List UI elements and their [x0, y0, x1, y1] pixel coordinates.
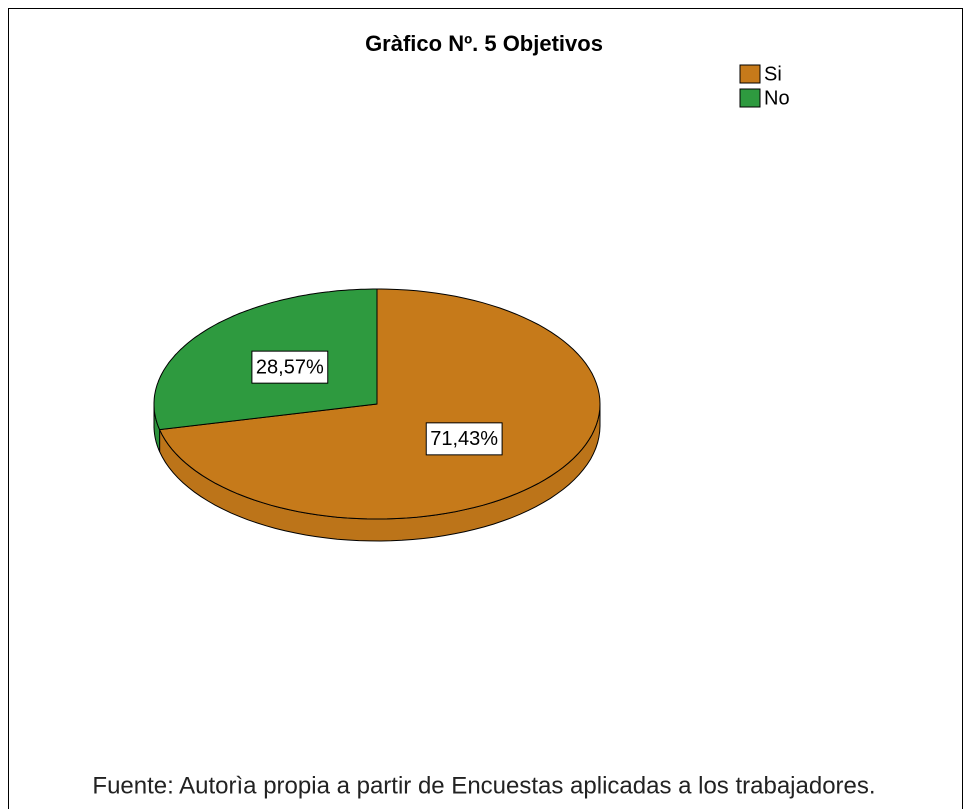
- chart-title: Gràfico Nº. 5 Objetivos: [365, 31, 603, 56]
- data-label: 28,57%: [256, 356, 324, 378]
- legend-swatch: [739, 64, 761, 84]
- frame: [8, 8, 963, 809]
- legend-label: No: [764, 87, 790, 109]
- data-label-box: [425, 422, 503, 456]
- pie-slice: [158, 288, 601, 520]
- legend-label: Si: [764, 63, 782, 85]
- data-label: 71,43%: [430, 428, 498, 450]
- legend-swatch: [739, 88, 761, 108]
- data-label-box: [251, 350, 329, 384]
- source-note: Fuente: Autorìa propia a partir de Encue…: [92, 772, 875, 799]
